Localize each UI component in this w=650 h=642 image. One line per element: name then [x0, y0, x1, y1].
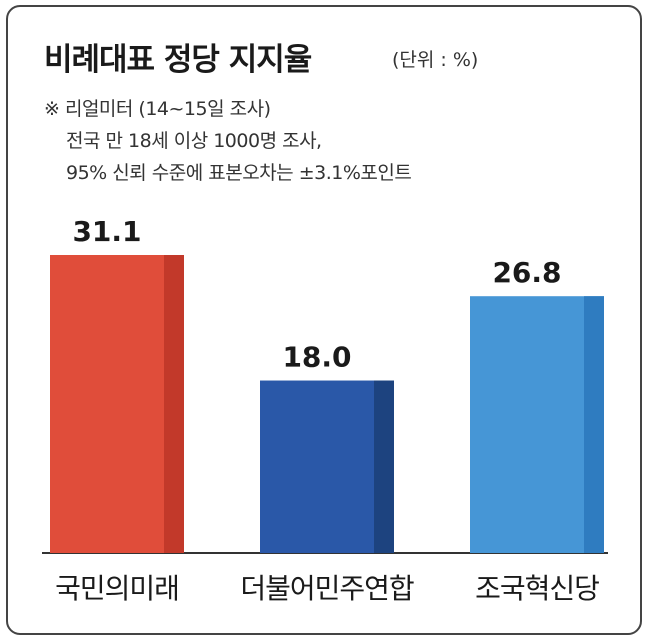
source-note: ※ 리얼미터 (14~15일 조사) — [44, 98, 271, 120]
category-label-1: 더불어민주연합 — [240, 572, 414, 605]
category-label-2: 조국혁신당 — [475, 572, 599, 605]
bar-2 — [470, 296, 604, 553]
bar-0 — [50, 255, 184, 553]
value-label-1: 18.0 — [282, 341, 351, 374]
error-margin-note: 95% 신뢰 수준에 표본오차는 ±3.1%포인트 — [66, 162, 412, 184]
value-label-2: 26.8 — [492, 256, 561, 289]
value-label-0: 31.1 — [72, 215, 141, 248]
category-label-0: 국민의미래 — [55, 572, 179, 605]
unit-label: (단위 : %) — [392, 49, 479, 71]
sample-note: 전국 만 18세 이상 1000명 조사, — [66, 130, 322, 152]
bar-shade-2 — [584, 296, 604, 553]
chart-frame — [6, 5, 642, 635]
bar-1 — [260, 380, 394, 553]
bar-shade-0 — [164, 255, 184, 553]
chart-title: 비례대표 정당 지지율 — [44, 42, 312, 78]
bar-shade-1 — [374, 380, 394, 553]
